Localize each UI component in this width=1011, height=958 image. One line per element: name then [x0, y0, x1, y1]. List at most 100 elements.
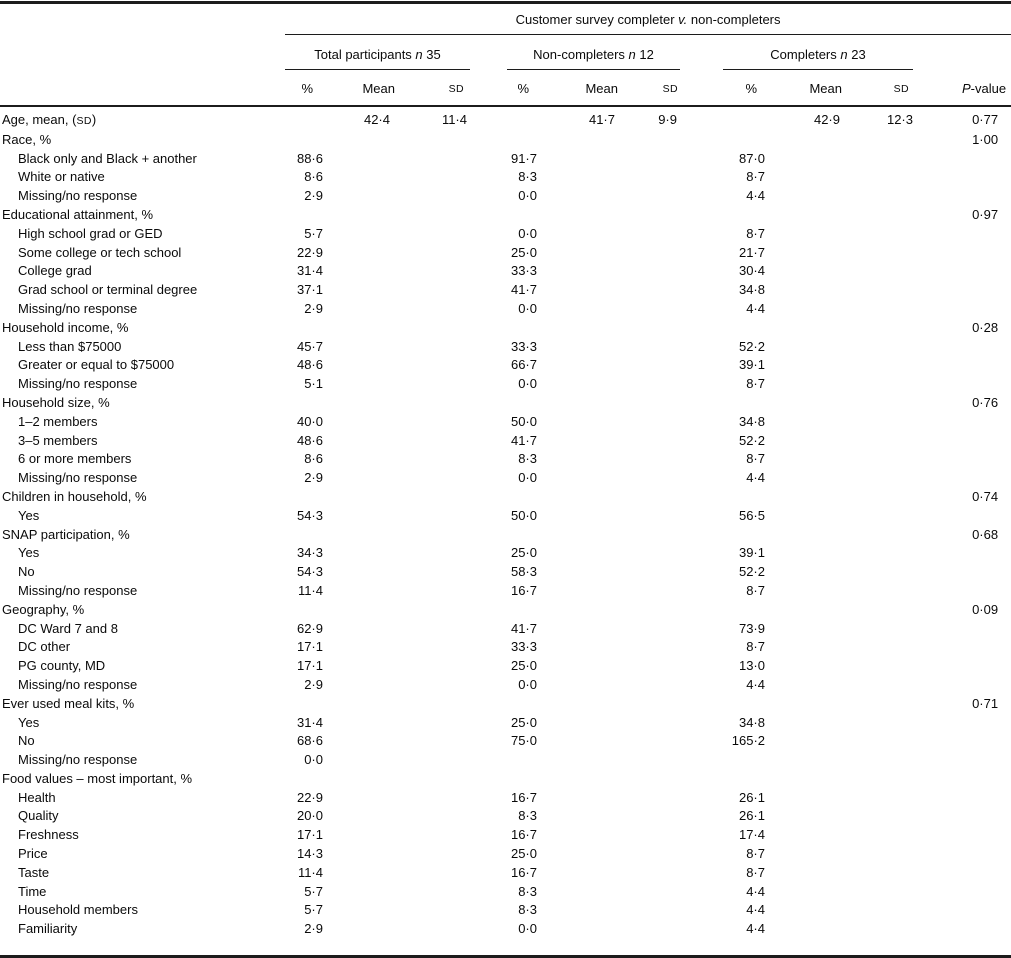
- cell-non-mean: [543, 150, 618, 169]
- cell-comp-pct: 34·8: [738, 413, 765, 429]
- cell-comp-mean: [768, 319, 843, 338]
- cell-total-pct: 54·3: [296, 507, 323, 523]
- cell-total-mean: [330, 883, 397, 902]
- cell-total-pct: [285, 770, 330, 789]
- group-n-count: 23: [847, 47, 866, 62]
- group-header-noncompleters: Non-completers n 12: [470, 35, 680, 76]
- row-label: Familiarity: [18, 921, 78, 937]
- group-label-text: Non-completers: [533, 47, 629, 62]
- cell-total-sd: [397, 450, 470, 469]
- cell-comp-mean: [768, 338, 843, 357]
- cell-non-pct: 16·7: [510, 582, 537, 598]
- cell-comp-sd: [843, 807, 916, 826]
- cell-total-sd: [397, 187, 470, 206]
- cell-comp-mean: [768, 901, 843, 920]
- cell-total-pct: 5·1: [304, 376, 323, 392]
- cell-comp-sd: [843, 695, 916, 714]
- cell-comp-mean: [768, 751, 843, 770]
- cell-pvalue: [916, 469, 1011, 488]
- cell-total-sd: [397, 225, 470, 244]
- cell-comp-sd: [843, 563, 916, 582]
- cell-total-sd: [397, 206, 470, 225]
- cell-total-pct: 31·4: [296, 714, 323, 730]
- table-row: Missing/no response 2·9 0·0 4·4: [0, 300, 1011, 319]
- cell-non-pct: 41·7: [510, 282, 537, 298]
- cell-total-sd: [397, 338, 470, 357]
- cell-pvalue: [916, 356, 1011, 375]
- cell-non-pct: 8·3: [518, 902, 537, 918]
- cell-comp-mean: [768, 601, 843, 620]
- cell-comp-sd: [843, 206, 916, 225]
- cell-non-pct: [470, 751, 543, 770]
- cell-pvalue: [916, 714, 1011, 733]
- row-label: Race, %: [2, 131, 52, 147]
- cell-comp-pct: [680, 319, 768, 338]
- cell-total-mean: [330, 450, 397, 469]
- col-header-completers-sd: SD: [843, 75, 916, 107]
- cell-total-pct: 5·7: [304, 902, 323, 918]
- cell-total-pct: 0·0: [304, 752, 323, 768]
- cell-comp-pct: 8·7: [746, 225, 765, 241]
- cell-non-sd: [618, 507, 680, 526]
- cell-comp-pct: 26·1: [738, 808, 765, 824]
- subheader-row: % Mean SD % Mean SD % Mean SD P-value: [0, 75, 1011, 107]
- cell-non-pct: 25·0: [510, 714, 537, 730]
- cell-comp-sd: [843, 131, 916, 150]
- sd-smallcaps: SD: [76, 115, 92, 127]
- cell-total-sd: [397, 826, 470, 845]
- cell-non-sd: 9·9: [658, 112, 677, 127]
- cell-comp-sd: [843, 338, 916, 357]
- cell-total-mean: 42·4: [363, 112, 390, 127]
- table-row: Missing/no response 0·0: [0, 751, 1011, 770]
- row-label: Missing/no response: [18, 300, 138, 316]
- cell-total-mean: [330, 413, 397, 432]
- cell-non-pct: 25·0: [510, 545, 537, 561]
- table-row: Quality 20·0 8·3 26·1: [0, 807, 1011, 826]
- cell-total-sd: [397, 563, 470, 582]
- cell-total-pct: 17·1: [296, 639, 323, 655]
- cell-comp-pct: 13·0: [738, 658, 765, 674]
- cell-total-pct: 34·3: [296, 545, 323, 561]
- cell-total-pct: 22·9: [296, 244, 323, 260]
- cell-non-pct: [470, 131, 543, 150]
- cell-comp-sd: [843, 789, 916, 808]
- cell-pvalue: [916, 262, 1011, 281]
- table-row: High school grad or GED 5·7 0·0 8·7: [0, 225, 1011, 244]
- cell-total-mean: [330, 826, 397, 845]
- cell-total-sd: [397, 432, 470, 451]
- cell-pvalue: [916, 300, 1011, 319]
- cell-pvalue: [916, 676, 1011, 695]
- cell-non-mean: [543, 676, 618, 695]
- cell-total-sd: [397, 676, 470, 695]
- cell-total-mean: [330, 864, 397, 883]
- cell-pvalue: [916, 638, 1011, 657]
- cell-non-pct: 66·7: [510, 357, 537, 373]
- col-header-total-pct: %: [285, 75, 330, 107]
- cell-total-mean: [330, 657, 397, 676]
- cell-comp-pct: [680, 488, 768, 507]
- cell-non-mean: [543, 281, 618, 300]
- cell-comp-sd: [843, 864, 916, 883]
- n-symbol: n: [415, 47, 423, 62]
- cell-comp-pct: 4·4: [746, 676, 765, 692]
- cell-non-pct: 0·0: [518, 376, 537, 392]
- cell-pvalue: [916, 563, 1011, 582]
- cell-total-mean: [330, 394, 397, 413]
- cell-comp-sd: [843, 300, 916, 319]
- cell-pvalue: [916, 789, 1011, 808]
- cell-non-sd: [618, 432, 680, 451]
- cell-non-sd: [618, 244, 680, 263]
- cell-non-mean: [543, 826, 618, 845]
- row-label: Price: [18, 846, 48, 862]
- cell-non-pct: [470, 206, 543, 225]
- table-row: 6 or more members 8·6 8·3 8·7: [0, 450, 1011, 469]
- cell-comp-pct: 39·1: [738, 357, 765, 373]
- cell-pvalue: [916, 225, 1011, 244]
- row-label: Household members: [18, 902, 138, 918]
- pvalue-rest: -value: [970, 81, 1007, 96]
- cell-total-pct: 48·6: [296, 357, 323, 373]
- row-label: Less than $75000: [18, 338, 122, 354]
- cell-total-sd: [397, 732, 470, 751]
- cell-total-sd: [397, 789, 470, 808]
- cell-non-mean: [543, 582, 618, 601]
